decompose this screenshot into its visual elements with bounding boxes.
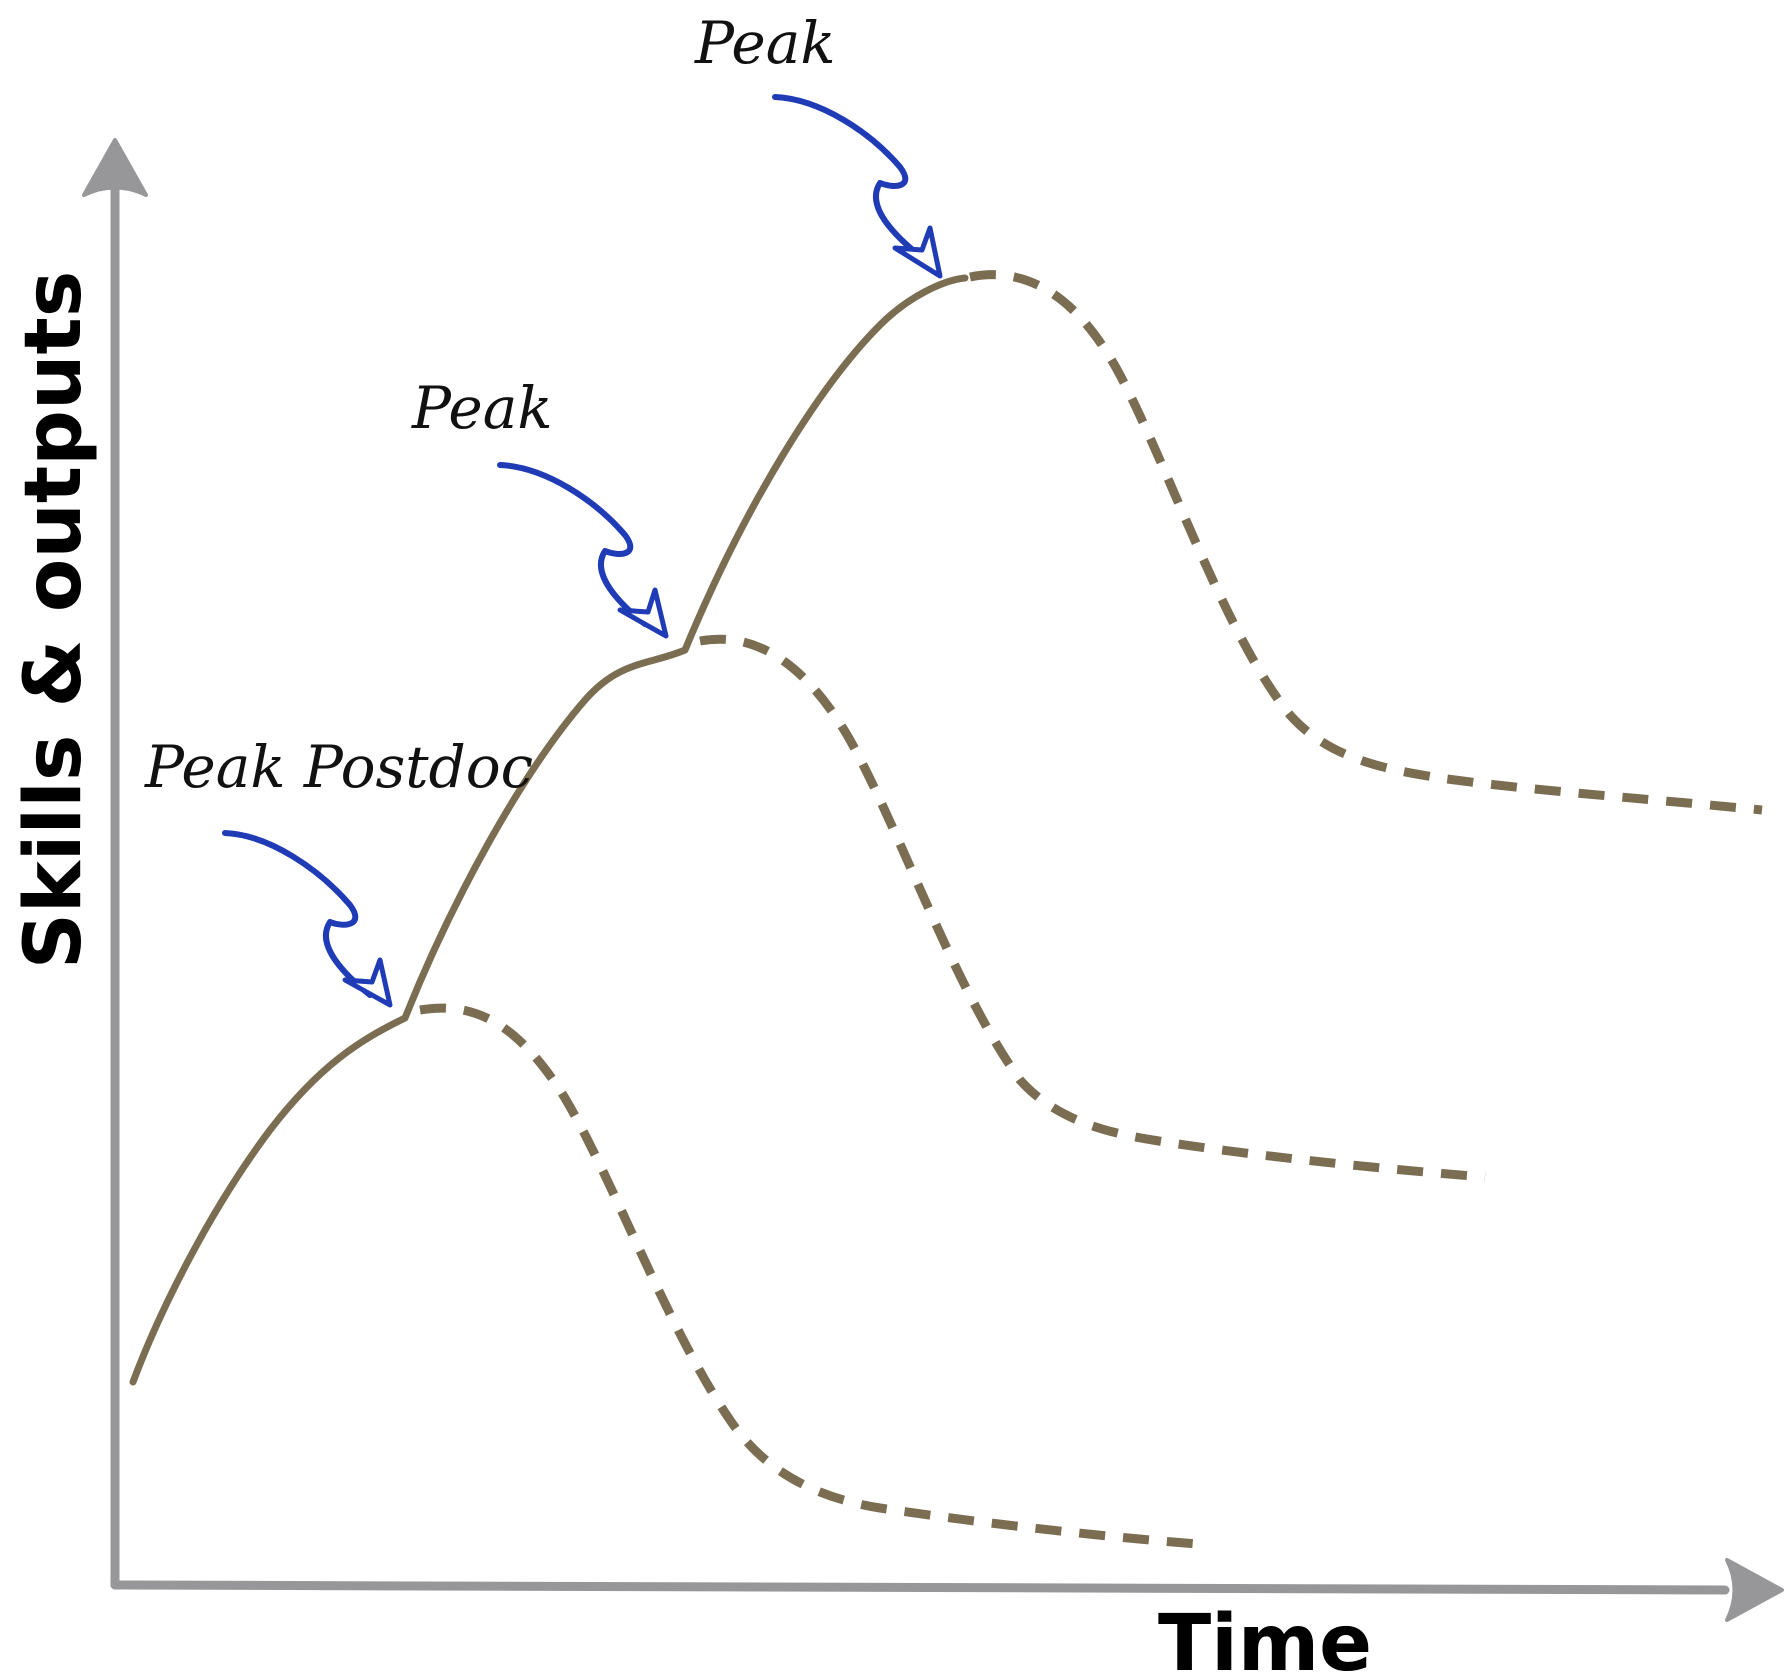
peak-second-label: Peak bbox=[411, 374, 552, 442]
annotation-peak-second: Peak bbox=[411, 374, 669, 639]
decline-curve-postdoc bbox=[419, 1003, 1211, 1550]
arrowhead-icon bbox=[617, 587, 669, 639]
y-axis-arrowhead bbox=[82, 138, 148, 197]
x-axis bbox=[110, 1558, 1784, 1622]
curved-arrow-icon bbox=[497, 462, 648, 627]
annotation-peak-postdoc: Peak Postdoc bbox=[144, 733, 533, 1008]
curved-arrow-icon bbox=[772, 94, 923, 259]
growth-curve bbox=[129, 274, 969, 1386]
decline-curve-third bbox=[969, 270, 1763, 815]
x-axis-label: Time bbox=[1158, 1599, 1372, 1678]
arrowhead-icon bbox=[892, 225, 943, 279]
peak-third-label: Peak bbox=[694, 9, 835, 77]
x-axis-line bbox=[110, 1580, 1730, 1595]
decline-curve-second bbox=[699, 634, 1486, 1182]
curved-arrow-icon bbox=[222, 830, 373, 998]
annotation-peak-third: Peak bbox=[694, 9, 943, 279]
y-axis bbox=[82, 138, 148, 1590]
peak-postdoc-label: Peak Postdoc bbox=[144, 733, 533, 801]
x-axis-arrowhead bbox=[1725, 1558, 1784, 1622]
y-axis-label: Skills & outputs bbox=[9, 271, 99, 970]
arrowhead-icon bbox=[342, 957, 393, 1008]
